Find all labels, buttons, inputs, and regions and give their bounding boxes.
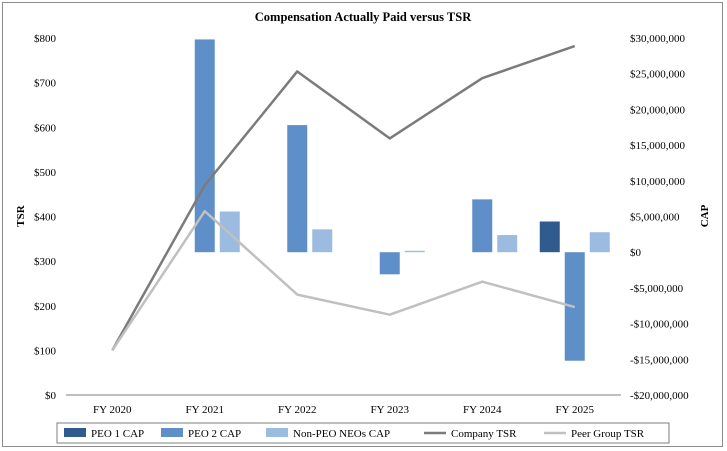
bar-non-peo-neos-cap-fy-2024	[497, 235, 518, 253]
y2-axis-title: CAP	[699, 204, 711, 227]
legend-swatch-peo-1-cap	[64, 428, 86, 437]
bar-non-peo-neos-cap-fy-2022	[312, 229, 333, 253]
y-tick-label: $200	[34, 301, 57, 313]
bar-non-peo-neos-cap-fy-2021	[219, 211, 240, 253]
legend: PEO 1 CAP PEO 2 CAP Non-PEO NEOs CAP Compan…	[56, 422, 670, 444]
y2-tick-label: $20,000,000	[630, 104, 686, 116]
x-tick-label: FY 2024	[463, 404, 502, 416]
x-tick-label: FY 2021	[186, 404, 224, 416]
y2-tick-label: -$15,000,000	[630, 354, 689, 366]
line-series-group	[111, 44, 576, 352]
y2-tick-label: $10,000,000	[630, 176, 686, 188]
axes-group: $0 $100 $200 $300 $400 $500 $600 $700 $800 -$20,0…	[34, 33, 689, 416]
y2-tick-label: $5,000,000	[630, 212, 680, 224]
y2-tick-label: -$20,000,000	[630, 390, 689, 402]
y-tick-label: $300	[34, 256, 57, 268]
line-peer-group-tsr	[111, 209, 576, 352]
legend-label-peo-2-cap: PEO 2 CAP	[188, 428, 241, 440]
line-company-tsr	[111, 44, 576, 351]
legend-label-company-tsr: Company TSR	[451, 428, 517, 440]
x-tick-label: FY 2025	[556, 404, 595, 416]
bar-series-group	[194, 39, 610, 361]
y-tick-label: $500	[34, 167, 57, 179]
legend-label-non-peo-neos-cap: Non-PEO NEOs CAP	[293, 428, 390, 440]
y2-tick-label: $30,000,000	[630, 33, 686, 45]
legend-swatch-non-peo-neos-cap	[266, 428, 288, 437]
x-tick-label: FY 2023	[371, 404, 410, 416]
chart-title: Compensation Actually Paid versus TSR	[255, 10, 472, 24]
bar-peo-1-cap-fy-2025	[539, 221, 560, 253]
y2-tick-label: $15,000,000	[630, 140, 686, 152]
y-axis-title: TSR	[15, 204, 27, 226]
y2-tick-label: -$5,000,000	[630, 283, 684, 295]
y2-tick-label: -$10,000,000	[630, 319, 689, 331]
y2-tick-label: $0	[630, 247, 642, 259]
chart-frame	[2, 2, 723, 447]
legend-label-peo-1-cap: PEO 1 CAP	[91, 428, 144, 440]
bar-peo-2-cap-fy-2024	[472, 199, 493, 253]
y-tick-label: $700	[34, 78, 57, 90]
x-tick-label: FY 2022	[278, 404, 316, 416]
y-tick-label: $400	[34, 212, 57, 224]
bar-peo-2-cap-fy-2022	[287, 125, 308, 253]
legend-label-peer-group-tsr: Peer Group TSR	[571, 428, 645, 440]
y-tick-label: $600	[34, 122, 57, 134]
x-tick-label: FY 2020	[93, 404, 132, 416]
bar-peo-2-cap-fy-2023	[379, 252, 400, 275]
bar-non-peo-neos-cap-fy-2025	[589, 232, 610, 253]
bar-non-peo-neos-cap-fy-2023	[404, 250, 425, 253]
y2-tick-label: $25,000,000	[630, 69, 686, 81]
y-tick-label: $100	[34, 345, 57, 357]
bar-peo-2-cap-fy-2021	[194, 39, 215, 253]
y-tick-label: $800	[34, 33, 57, 45]
y-tick-label: $0	[45, 390, 57, 402]
legend-swatch-peo-2-cap	[161, 428, 183, 437]
legend-box	[56, 422, 670, 444]
